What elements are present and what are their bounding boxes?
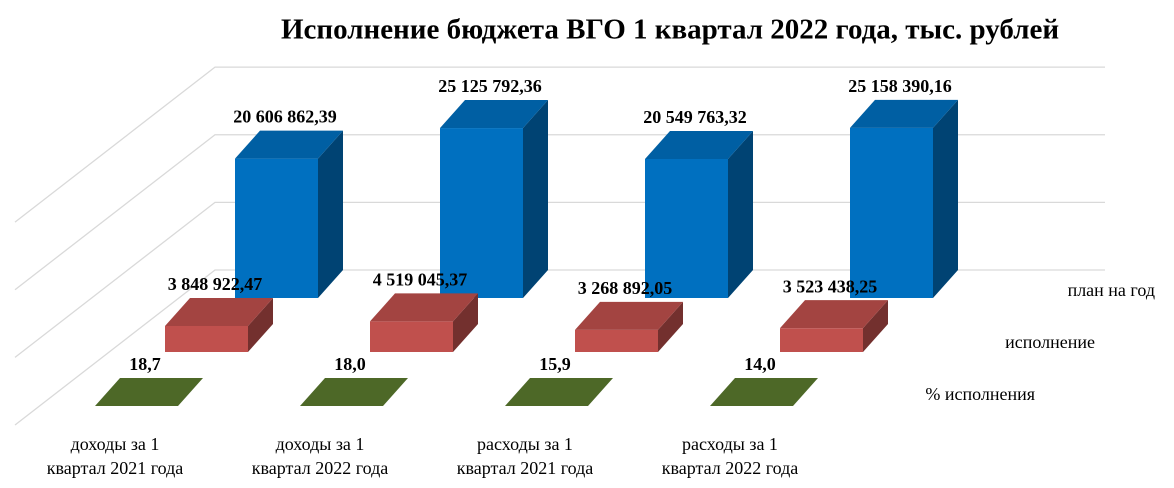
- bar-side: [588, 377, 613, 406]
- bar: [850, 127, 933, 299]
- data-label: 18,7: [129, 354, 161, 374]
- x-tick-label: доходы за 1 квартал 2022 года: [251, 434, 389, 478]
- bar: [440, 128, 523, 298]
- data-label: 3 523 438,25: [783, 276, 878, 296]
- bar-side: [933, 99, 958, 299]
- bar-top: [850, 99, 958, 128]
- data-label: 3 848 922,47: [168, 274, 263, 294]
- grid-line: [14, 134, 1105, 291]
- chart-title: Исполнение бюджета ВГО 1 квартал 2022 го…: [281, 14, 1059, 46]
- bar: [165, 325, 248, 352]
- bar-side: [178, 377, 203, 406]
- bar-side: [318, 130, 343, 298]
- bar-top: [300, 377, 408, 406]
- bar: [235, 158, 318, 298]
- bar-side: [793, 377, 818, 406]
- legend-label: % исполнения: [925, 384, 1035, 404]
- bar-top: [370, 293, 478, 322]
- bar-top: [645, 131, 753, 160]
- legend-label: план на год: [1068, 280, 1155, 300]
- x-tick-label: расходы за 1 квартал 2022 года: [661, 434, 799, 478]
- data-label: 18,0: [334, 354, 366, 374]
- grid-line: [14, 201, 1105, 358]
- bar-side: [523, 100, 548, 298]
- bar: [370, 321, 453, 352]
- data-label: 20 606 862,39: [233, 107, 337, 127]
- bar-top: [235, 130, 343, 159]
- bar-top: [575, 301, 683, 330]
- bar-side: [248, 297, 273, 352]
- x-tick-label: расходы за 1 квартал 2021 года: [456, 434, 594, 478]
- grid-line: [14, 66, 1105, 223]
- data-label: 25 125 792,36: [438, 76, 542, 96]
- bar: [575, 329, 658, 352]
- legend-label: исполнение: [1005, 332, 1095, 352]
- data-label: 15,9: [539, 354, 571, 374]
- bar-side: [863, 300, 888, 352]
- data-label: 3 268 892,05: [578, 278, 673, 298]
- bar-side: [728, 131, 753, 298]
- data-label: 14,0: [744, 354, 776, 374]
- bar-top: [165, 297, 273, 326]
- data-label: 20 549 763,32: [643, 107, 747, 127]
- data-label: 4 519 045,37: [373, 270, 468, 290]
- bar-top: [440, 100, 548, 129]
- bar-top: [95, 377, 203, 406]
- x-tick-label: доходы за 1 квартал 2021 года: [46, 434, 184, 478]
- bar-top: [780, 300, 888, 329]
- bar: [780, 328, 863, 352]
- data-label: 25 158 390,16: [848, 76, 952, 96]
- bar-top: [710, 377, 818, 406]
- bar-top: [505, 377, 613, 406]
- bar: [645, 159, 728, 298]
- bar-side: [383, 377, 408, 406]
- bar-side: [453, 293, 478, 352]
- bar-side: [658, 301, 683, 352]
- grid-line: [14, 269, 1105, 426]
